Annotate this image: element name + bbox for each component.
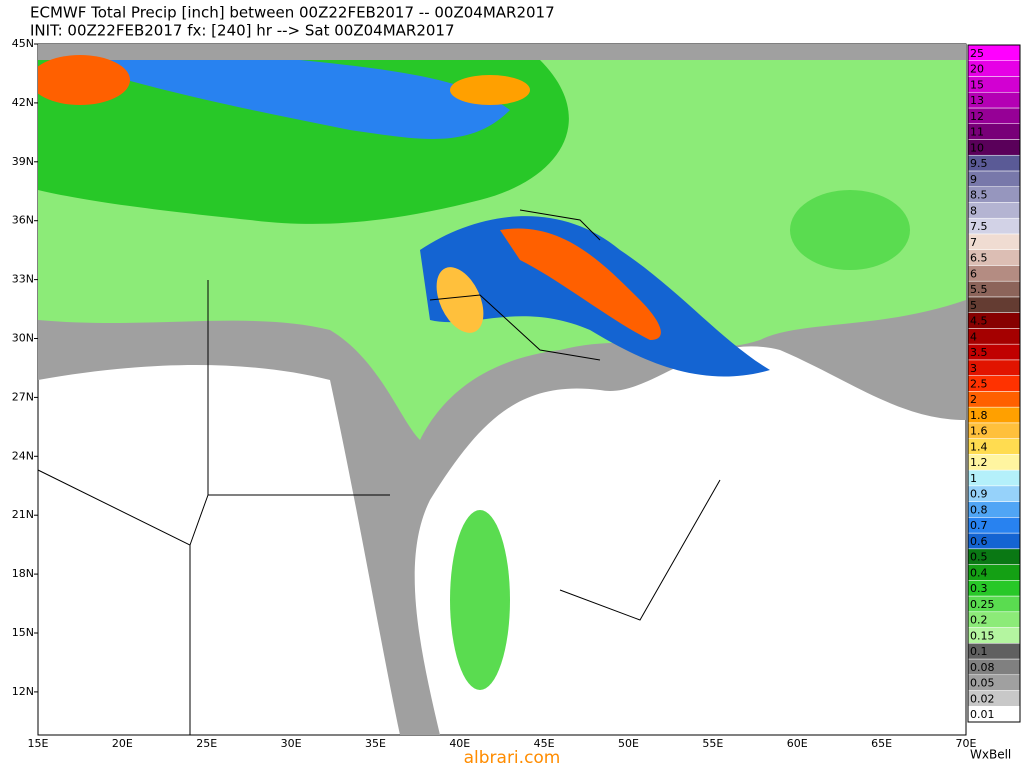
credit: WxBell [970,748,1011,762]
colorbar-label: 9 [970,173,977,186]
colorbar-frame [967,44,1021,723]
colorbar-label: 1.4 [970,440,988,453]
colorbar-label: 15 [970,78,984,91]
axis-labels: 45N 42N 39N 36N 33N 30N 27N 24N 21N 18N 15N 12N 15E 2… [12,37,977,750]
colorbar-label: 0.05 [970,677,995,690]
colorbar-label: 0.7 [970,519,988,532]
colorbar-label: 0.1 [970,645,988,658]
lon-label: 35E [365,737,386,750]
colorbar: 0.01 0.02 0.05 0.08 0.1 0.15 0.2 0.25 0.3 0.4 0.5 0… [967,44,1021,723]
title: ECMWF Total Precip [inch] between 00Z22F… [30,4,555,22]
colorbar-label: 0.25 [970,598,995,611]
lat-label: 21N [12,508,34,521]
lon-label: 65E [871,737,892,750]
lat-label: 36N [12,214,34,227]
lat-label: 39N [12,155,34,168]
init-line: INIT: 00Z22FEB2017 fx: [240] hr --> Sat … [30,22,455,40]
watermark: albrari.com [464,748,561,768]
colorbar-label: 5 [970,299,977,312]
colorbar-label: 10 [970,141,984,154]
lat-label: 45N [12,37,34,50]
colorbar-label: 11 [970,126,984,139]
lon-label: 45E [534,737,555,750]
colorbar-label: 12 [970,110,984,123]
colorbar-label: 0.6 [970,535,988,548]
colorbar-label: 1.6 [970,425,988,438]
lon-label: 20E [112,737,133,750]
colorbar-label: 4.5 [970,315,988,328]
colorbar-label: 8.5 [970,189,988,202]
colorbar-label: 1.2 [970,456,988,469]
colorbar-label: 1.8 [970,409,988,422]
colorbar-label: 20 [970,63,984,76]
colorbar-label: 7.5 [970,220,988,233]
colorbar-label: 4 [970,330,977,343]
colorbar-label: 0.08 [970,661,995,674]
colorbar-label: 0.3 [970,582,988,595]
colorbar-label: 7 [970,236,977,249]
lat-label: 27N [12,390,34,403]
lon-label: 25E [196,737,217,750]
colorbar-label: 1 [970,472,977,485]
colorbar-label: 25 [970,47,984,60]
lat-label: 24N [12,449,34,462]
colorbar-label: 0.02 [970,692,995,705]
colorbar-label: 0.5 [970,551,988,564]
lat-label: 33N [12,273,34,286]
colorbar-label: 0.4 [970,566,988,579]
colorbar-label: 3.5 [970,346,988,359]
lon-label: 60E [787,737,808,750]
colorbar-label: 8 [970,204,977,217]
colorbar-label: 0.01 [970,708,995,721]
lon-label: 70E [955,737,976,750]
colorbar-label: 6 [970,267,977,280]
borders [37,209,721,735]
lat-label: 18N [12,567,34,580]
map [37,43,967,736]
colorbar-label: 2 [970,393,977,406]
colorbar-label: 9.5 [970,157,988,170]
lon-label: 15E [28,737,49,750]
colorbar-label: 0.8 [970,503,988,516]
colorbar-label: 3 [970,362,977,375]
precip-field [38,44,966,735]
lat-label: 12N [12,685,34,698]
lat-label: 30N [12,332,34,345]
lon-label: 50E [618,737,639,750]
lon-label: 30E [281,737,302,750]
colorbar-label: 5.5 [970,283,988,296]
lon-label: 55E [702,737,723,750]
lon-label: 40E [449,737,470,750]
colorbar-label: 2.5 [970,378,988,391]
colorbar-label: 6.5 [970,252,988,265]
colorbar-label: 13 [970,94,984,107]
colorbar-label: 0.15 [970,629,995,642]
lat-label: 42N [12,96,34,109]
lat-label: 15N [12,626,34,639]
colorbar-label: 0.2 [970,614,988,627]
colorbar-label: 0.9 [970,488,988,501]
